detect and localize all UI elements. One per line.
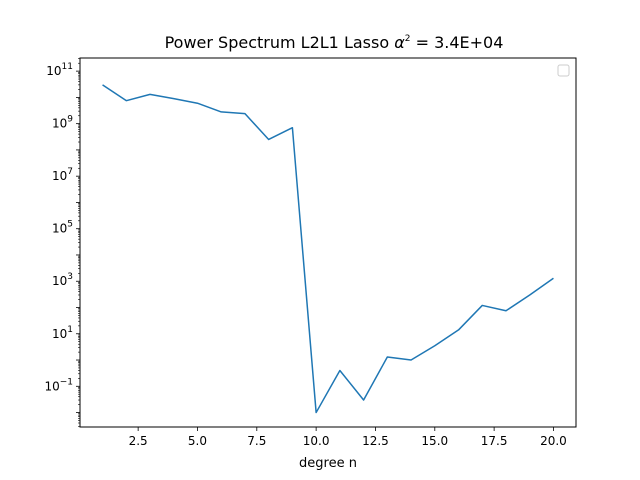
y-tick-label: 103	[52, 272, 73, 288]
y-tick-label: 10−1	[44, 377, 73, 393]
y-tick-label: 105	[52, 220, 73, 236]
title-alpha-superscript: 2	[405, 34, 411, 44]
y-axis-ticks: 1011 109 107 105 103 101 10−1	[44, 58, 80, 427]
y-tick-label: 109	[52, 115, 73, 131]
legend-box	[557, 64, 570, 77]
x-axis-ticks: 2.5 5.0 7.5 10.0 12.5 15.0 17.5 20.0	[129, 427, 567, 448]
x-tick-label: 2.5	[129, 434, 148, 448]
y-tick-label: 101	[52, 325, 73, 341]
title-alpha-symbol: α	[394, 33, 405, 52]
series-layer	[102, 84, 554, 414]
plot-area-frame	[79, 57, 577, 428]
y-tick-label: 1011	[46, 62, 73, 78]
x-tick-label: 15.0	[421, 434, 448, 448]
x-tick-label: 7.5	[247, 434, 266, 448]
series-line	[102, 84, 554, 414]
x-tick-label: 17.5	[481, 434, 508, 448]
x-tick-label: 10.0	[303, 434, 330, 448]
y-tick-label: 107	[52, 167, 73, 183]
x-tick-label: 20.0	[540, 434, 567, 448]
x-tick-label: 5.0	[188, 434, 207, 448]
x-axis-label: degree n	[299, 456, 357, 471]
chart-title: Power Spectrum L2L1 Lasso α2 = 3.4E+04	[165, 33, 504, 52]
x-tick-label: 12.5	[362, 434, 389, 448]
